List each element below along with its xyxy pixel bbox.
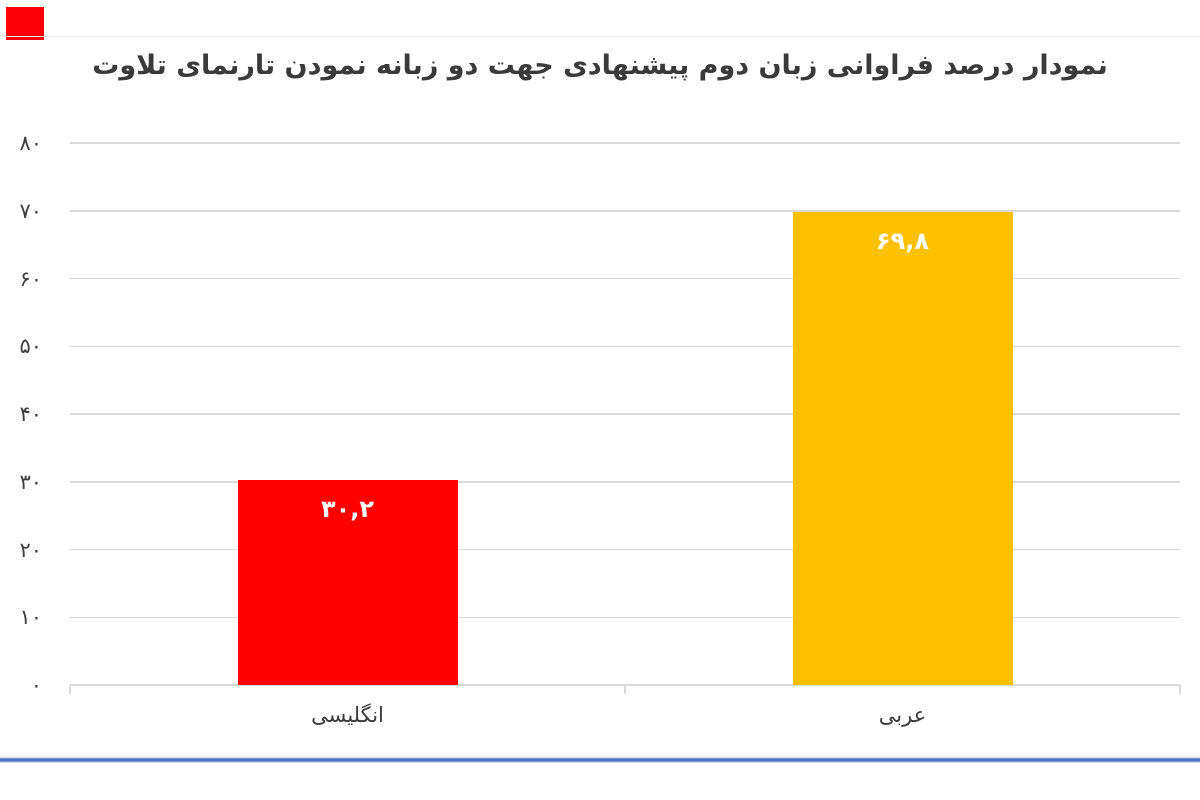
gridline xyxy=(70,210,1180,212)
bar-value-label: ۳۰,۲ xyxy=(320,495,375,524)
gridline xyxy=(70,413,1180,415)
y-tick-label: ۱۰ xyxy=(19,605,42,630)
gridline xyxy=(70,548,1180,551)
bottom-rule xyxy=(0,755,1200,764)
y-tick-label: ۰ xyxy=(30,673,42,697)
bar-1: ۳۰,۲ xyxy=(237,480,458,685)
bar-2: ۶۹,۸ xyxy=(792,212,1013,685)
x-category-label: انگلیسی xyxy=(311,703,384,727)
y-tick-label: ۴۰ xyxy=(19,402,42,426)
gridline xyxy=(70,481,1180,483)
x-axis-tick xyxy=(624,685,626,694)
gridline xyxy=(70,277,1180,280)
x-category-label: عربی xyxy=(878,703,927,727)
y-tick-label: ۵۰ xyxy=(19,334,42,359)
gridline xyxy=(70,142,1180,144)
corner-accent-mark xyxy=(6,7,44,40)
top-border-line xyxy=(0,36,1200,37)
y-tick-label: ۲۰ xyxy=(19,537,42,562)
y-tick-label: ۶۰ xyxy=(19,266,42,291)
y-tick-label: ۸۰ xyxy=(19,131,42,155)
gridline xyxy=(70,616,1180,618)
chart-title: نمودار درصد فراوانی زبان دوم پیشنهادی جه… xyxy=(92,50,1108,81)
gridline xyxy=(70,345,1180,347)
y-tick-label: ۷۰ xyxy=(19,198,42,223)
x-axis-tick xyxy=(1179,685,1181,694)
x-axis-tick xyxy=(69,685,71,694)
bar-value-label: ۶۹,۸ xyxy=(875,227,930,256)
y-tick-label: ۳۰ xyxy=(19,469,42,494)
